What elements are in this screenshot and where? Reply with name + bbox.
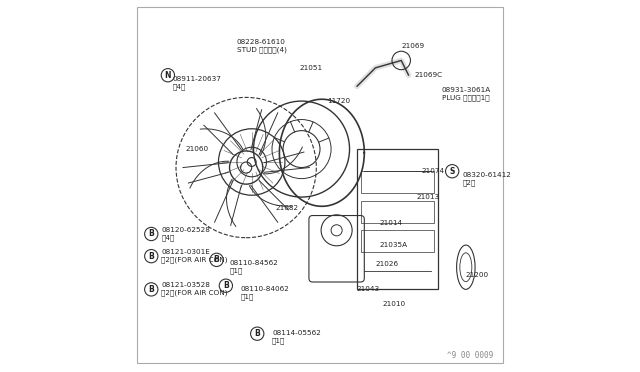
Text: 08931-3061A
PLUG プラグ（1）: 08931-3061A PLUG プラグ（1） [442,87,491,101]
Text: 21200: 21200 [466,272,489,278]
Text: 08911-20637
（4）: 08911-20637 （4） [172,76,221,90]
Text: 11720: 11720 [328,98,351,104]
Bar [360,171,435,193]
Text: 21043: 21043 [357,286,380,292]
Text: 21069: 21069 [401,43,424,49]
Text: 21013: 21013 [416,194,439,200]
Text: 21026: 21026 [376,260,399,266]
Text: B: B [148,230,154,238]
Text: B: B [214,255,220,264]
Text: ^9 00 0009: ^9 00 0009 [447,350,493,359]
Text: 21074: 21074 [422,168,445,174]
Text: B: B [148,285,154,294]
Text: S: S [449,167,455,176]
Text: 21051: 21051 [300,65,323,71]
Text: N: N [164,71,171,80]
Text: B: B [223,281,228,290]
Text: 08110-84562
（1）: 08110-84562 （1） [230,260,278,274]
Text: 08121-03528
（2）(FOR AIR CON): 08121-03528 （2）(FOR AIR CON) [161,282,228,296]
Text: 21035A: 21035A [379,242,407,248]
Text: 08120-62528
（4）: 08120-62528 （4） [161,227,210,241]
Text: B: B [254,329,260,338]
Text: B: B [148,251,154,261]
Text: 21060: 21060 [185,146,209,152]
Text: 08121-0301E
（2）(FOR AIR CON): 08121-0301E （2）(FOR AIR CON) [161,249,228,263]
Text: 21069C: 21069C [414,72,442,78]
Text: 21010: 21010 [383,301,406,307]
Text: 08110-84062
（1）: 08110-84062 （1） [241,286,289,300]
Text: 21014: 21014 [379,220,402,226]
Text: 08320-61412
（2）: 08320-61412 （2） [462,171,511,186]
Bar [360,230,435,253]
Bar [360,201,435,223]
Text: 21082: 21082 [276,205,299,211]
Text: 08228-61610
STUD スタッド(4): 08228-61610 STUD スタッド(4) [237,39,287,53]
Text: 08114-05562
（1）: 08114-05562 （1） [272,330,321,344]
